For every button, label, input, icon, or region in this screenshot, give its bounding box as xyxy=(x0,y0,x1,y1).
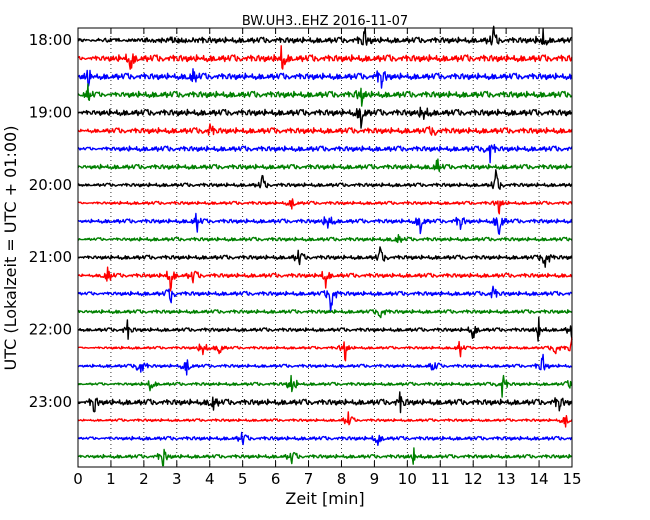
x-tick-label: 12 xyxy=(464,470,483,488)
y-axis: 18:00 19:00 20:00 21:00 22:00 23:00 xyxy=(29,31,572,411)
trace-1915 xyxy=(77,123,573,136)
trace-2045 xyxy=(77,234,573,244)
trace-2215 xyxy=(77,337,573,362)
trace-2100 xyxy=(77,246,573,268)
x-tick-label: 6 xyxy=(271,470,281,488)
x-axis: 0 1 2 3 4 5 6 7 8 9 10 11 12 13 14 15 xyxy=(73,28,582,488)
trace-line xyxy=(77,337,573,362)
x-tick-label: 15 xyxy=(562,470,581,488)
trace-2315 xyxy=(77,411,573,428)
x-tick-label: 14 xyxy=(530,470,549,488)
trace-1930 xyxy=(77,143,573,164)
x-axis-label: Zeit [min] xyxy=(285,489,364,508)
trace-group xyxy=(77,25,573,467)
y-tick-label: 21:00 xyxy=(29,248,72,266)
trace-line xyxy=(77,123,573,136)
trace-2015 xyxy=(77,198,573,215)
y-tick-label: 23:00 xyxy=(29,393,72,411)
x-tick-label: 0 xyxy=(73,470,83,488)
trace-line xyxy=(77,316,573,342)
trace-2200 xyxy=(77,316,573,342)
trace-line xyxy=(77,143,573,164)
x-tick-label: 10 xyxy=(398,470,417,488)
trace-1845 xyxy=(77,83,573,107)
trace-2145 xyxy=(77,309,573,319)
trace-2115 xyxy=(77,266,573,292)
trace-2330 xyxy=(77,431,573,446)
x-tick-label: 11 xyxy=(431,470,450,488)
trace-2230 xyxy=(77,353,573,376)
trace-2345 xyxy=(77,447,573,467)
trace-line xyxy=(77,309,573,319)
trace-line xyxy=(77,447,573,467)
trace-1800 xyxy=(77,25,573,46)
y-axis-label: UTC (Lokalzeit = UTC + 01:00) xyxy=(1,126,20,371)
x-tick-label: 9 xyxy=(370,470,380,488)
trace-line xyxy=(77,158,573,173)
trace-line xyxy=(77,411,573,428)
y-tick-label: 19:00 xyxy=(29,103,72,121)
trace-1815 xyxy=(77,45,573,70)
x-tick-label: 4 xyxy=(205,470,215,488)
trace-line xyxy=(77,234,573,244)
trace-line xyxy=(77,374,573,398)
trace-2130 xyxy=(77,285,573,313)
x-tick-label: 8 xyxy=(337,470,347,488)
trace-line xyxy=(77,391,573,414)
y-tick-label: 18:00 xyxy=(29,31,72,49)
trace-1945 xyxy=(77,158,573,173)
trace-1830 xyxy=(78,68,573,89)
x-tick-label: 1 xyxy=(106,470,116,488)
trace-line xyxy=(77,431,573,446)
trace-line xyxy=(77,169,573,190)
trace-line xyxy=(77,25,573,46)
trace-line xyxy=(77,285,573,313)
y-tick-label: 22:00 xyxy=(29,321,72,339)
chart-title: BW.UH3..EHZ 2016-11-07 xyxy=(242,14,408,29)
trace-line xyxy=(77,212,573,235)
x-tick-label: 7 xyxy=(304,470,314,488)
x-tick-label: 3 xyxy=(172,470,182,488)
trace-2030 xyxy=(77,212,573,235)
trace-2000 xyxy=(77,169,573,190)
x-tick-label: 5 xyxy=(238,470,248,488)
trace-line xyxy=(77,246,573,268)
plot-frame xyxy=(77,27,573,468)
trace-line xyxy=(77,83,573,107)
trace-2245 xyxy=(77,374,573,398)
trace-line xyxy=(77,353,573,376)
trace-line xyxy=(77,198,573,215)
trace-2300 xyxy=(77,391,573,414)
trace-line xyxy=(77,45,573,70)
y-tick-label: 20:00 xyxy=(29,176,72,194)
x-tick-label: 2 xyxy=(139,470,149,488)
trace-line xyxy=(77,106,573,129)
x-tick-label: 13 xyxy=(497,470,516,488)
trace-1900 xyxy=(77,106,573,129)
trace-line xyxy=(78,68,573,89)
trace-line xyxy=(77,266,573,292)
